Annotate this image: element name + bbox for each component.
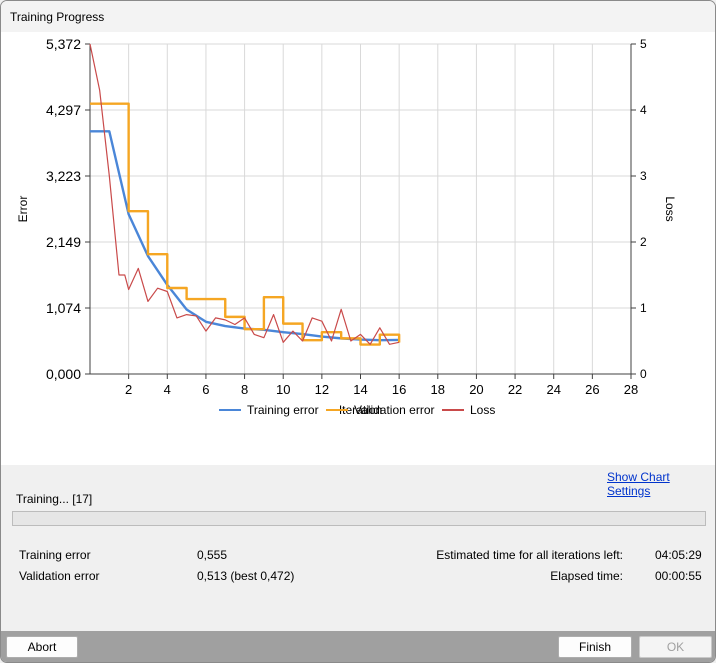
x-tick-label: 24 bbox=[546, 382, 560, 397]
training-error-label: Training error bbox=[19, 548, 91, 562]
y-tick-label: 2,149 bbox=[46, 234, 81, 250]
x-tick-label: 20 bbox=[469, 382, 483, 397]
y2-tick-label: 1 bbox=[640, 301, 647, 315]
validation-error-label: Validation error bbox=[19, 569, 100, 583]
ok-button[interactable]: OK bbox=[639, 636, 712, 658]
training-error-value: 0,555 bbox=[197, 548, 228, 562]
x-tick-label: 12 bbox=[315, 382, 329, 397]
x-tick-label: 10 bbox=[276, 382, 290, 397]
legend-item-validation-error: Validation error bbox=[326, 403, 434, 417]
legend-item-loss: Loss bbox=[442, 403, 495, 417]
x-axis-title: Iteration bbox=[339, 403, 382, 417]
series-line-loss bbox=[89, 43, 400, 345]
window-title: Training Progress bbox=[10, 10, 105, 24]
chart-panel: 0,000 1,074 2,149 3,223 4,297 5,372 0 1 2 3 4 5 2 4 6 8… bbox=[1, 32, 715, 465]
training-progress-bar bbox=[12, 511, 706, 526]
series-line-validation-error bbox=[90, 102, 401, 346]
y2-tick-label: 4 bbox=[640, 103, 647, 117]
legend-label-validation-error: Validation error bbox=[354, 403, 435, 417]
title-bar: Training Progress bbox=[1, 1, 715, 32]
x-tick-label: 4 bbox=[164, 382, 171, 397]
x-tick-label: 6 bbox=[202, 382, 209, 397]
legend-swatch-validation-error bbox=[326, 409, 348, 411]
y2-tick-label: 3 bbox=[640, 169, 647, 183]
show-chart-settings-link[interactable]: Show Chart Settings bbox=[607, 470, 670, 498]
y-axis-title: Error bbox=[16, 196, 30, 223]
y-tick-label: 4,297 bbox=[46, 102, 81, 118]
elapsed-label: Elapsed time: bbox=[550, 569, 623, 583]
y-tick-label: 1,074 bbox=[46, 300, 81, 316]
x-tick-label: 28 bbox=[624, 382, 638, 397]
y-tick-label: 3,223 bbox=[46, 168, 81, 184]
x-tick-label: 18 bbox=[431, 382, 445, 397]
x-tick-label: 26 bbox=[585, 382, 599, 397]
y2-axis-title: Loss bbox=[663, 196, 677, 221]
y2-tick-label: 0 bbox=[640, 367, 647, 381]
eta-value: 04:05:29 bbox=[655, 548, 702, 562]
y2-tick-label: 2 bbox=[640, 235, 647, 249]
x-tick-label: 22 bbox=[508, 382, 522, 397]
legend-label-training-error: Training error bbox=[247, 403, 319, 417]
x-tick-label: 8 bbox=[241, 382, 248, 397]
chart-legend: Training error Validation error Loss bbox=[1, 403, 715, 419]
legend-swatch-training-error bbox=[219, 409, 241, 411]
y2-tick-label: 5 bbox=[640, 37, 647, 51]
y-tick-label: 0,000 bbox=[46, 366, 81, 382]
legend-item-training-error: Training error bbox=[219, 403, 319, 417]
button-bar: Abort Finish OK bbox=[1, 631, 715, 662]
legend-swatch-loss bbox=[442, 409, 464, 411]
abort-button[interactable]: Abort bbox=[6, 636, 78, 658]
training-status-text: Training... [17] bbox=[16, 492, 93, 506]
x-tick-label: 2 bbox=[125, 382, 132, 397]
validation-error-value: 0,513 (best 0,472) bbox=[197, 569, 295, 583]
elapsed-value: 00:00:55 bbox=[655, 569, 702, 583]
finish-button[interactable]: Finish bbox=[558, 636, 632, 658]
legend-label-loss: Loss bbox=[470, 403, 496, 417]
x-tick-label: 16 bbox=[392, 382, 406, 397]
y-tick-label: 5,372 bbox=[46, 36, 81, 52]
x-tick-label: 14 bbox=[353, 382, 367, 397]
eta-label: Estimated time for all iterations left: bbox=[436, 548, 623, 562]
